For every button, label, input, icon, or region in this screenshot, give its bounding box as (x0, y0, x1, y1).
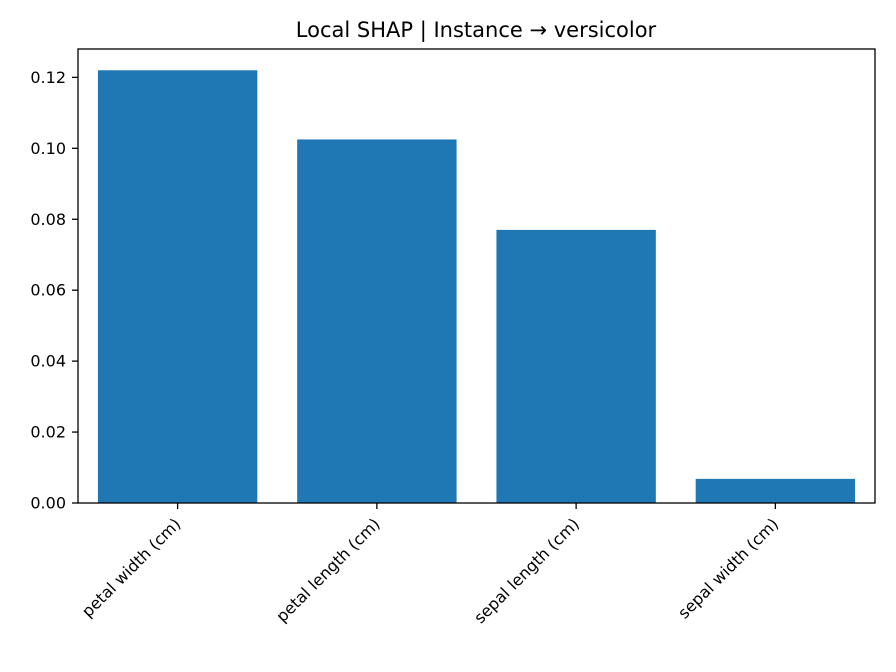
bar-3 (695, 478, 856, 503)
bar-2 (496, 229, 656, 503)
axes-frame (77, 48, 876, 504)
y-tick-label: 0.04 (30, 352, 66, 371)
chart-title: Local SHAP | Instance → versicolor (296, 18, 657, 43)
bar-0 (97, 70, 258, 503)
y-tick-label: 0.10 (30, 139, 66, 158)
y-tick-label: 0.00 (30, 494, 66, 513)
y-tick-label: 0.12 (30, 68, 66, 87)
y-tick-label: 0.08 (30, 210, 66, 229)
bar-1 (297, 139, 457, 503)
y-tick-label: 0.02 (30, 423, 66, 442)
y-tick-label: 0.06 (30, 281, 66, 300)
